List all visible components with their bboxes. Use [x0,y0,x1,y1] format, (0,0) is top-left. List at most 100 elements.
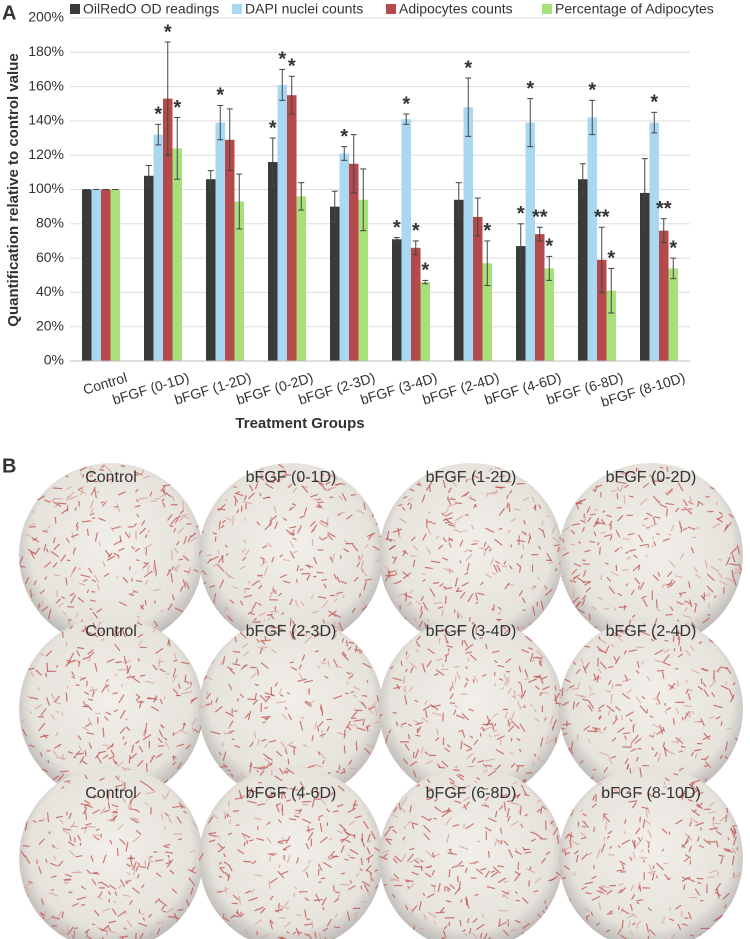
stain-speck [632,851,636,859]
stain-speck [104,465,113,473]
stain-speck [187,536,197,543]
stain-speck [67,751,74,755]
stain-speck [430,884,436,888]
stain-speck [307,933,312,939]
stain-speck [485,492,489,497]
stain-speck [21,719,26,722]
stain-speck [545,588,553,596]
stain-speck [452,474,457,479]
stain-speck [599,751,609,756]
error-bar [422,279,429,285]
stain-speck [270,877,278,884]
stain-speck [403,758,409,765]
stain-speck [110,749,115,757]
stain-speck [160,485,166,492]
stain-speck [20,850,26,857]
stain-speck [365,864,372,872]
stain-speck [346,671,351,675]
stain-speck [699,933,703,939]
stain-speck [473,739,479,745]
stain-speck [617,889,623,894]
stain-speck [167,514,173,521]
stain-speck [279,554,283,558]
stain-speck [530,704,534,708]
stain-speck [88,568,93,573]
stain-speck [636,756,639,762]
stain-speck [464,867,468,873]
stain-speck [341,493,347,502]
stain-speck [366,680,369,684]
stain-speck [65,537,70,543]
stain-speck [173,755,177,760]
stain-speck [360,560,364,568]
stain-speck [523,519,526,525]
stain-speck [614,656,621,665]
stain-speck [225,553,229,556]
stain-speck [671,740,681,743]
error-bar [484,240,491,287]
stain-speck [294,812,302,815]
stain-speck [491,572,496,575]
stain-speck [358,554,364,564]
stain-speck [317,751,321,756]
bar [420,282,430,361]
stain-speck [490,870,495,873]
stain-speck [216,890,224,893]
stain-speck [681,923,688,926]
stain-speck [256,837,265,841]
stain-speck [111,743,114,748]
stain-speck [392,809,397,814]
stain-speck [561,578,564,585]
stain-speck [51,916,60,920]
significance-mark: * [173,97,181,119]
stain-speck [464,933,468,936]
stain-speck [628,649,638,653]
stain-speck [639,498,648,505]
stain-speck [522,609,526,612]
stain-speck [53,574,61,577]
stain-speck [210,660,215,665]
stain-speck [471,543,478,545]
stain-speck [222,925,231,927]
stain-speck [333,926,340,929]
stain-speck [250,612,255,616]
stain-speck [594,521,605,525]
stain-speck [258,584,263,590]
stain-speck [711,692,715,697]
stain-speck [442,930,447,938]
stain-speck [589,540,596,543]
stain-speck [509,717,515,725]
stain-speck [521,597,526,603]
stain-speck [666,466,669,473]
stain-speck [409,589,414,594]
stain-speck [680,745,686,748]
stain-speck [300,716,305,719]
stain-speck [430,480,434,483]
stain-speck [120,683,124,688]
stain-speck [308,859,311,864]
bar [339,153,349,361]
stain-speck [289,630,294,641]
stain-speck [353,719,363,722]
stain-speck [399,725,403,728]
stain-speck [537,756,541,762]
stain-speck [101,881,110,888]
stain-speck [289,787,299,791]
stain-speck [22,845,30,847]
stain-speck [392,677,402,681]
stain-speck [623,628,630,632]
stain-speck [289,661,294,664]
stain-speck [518,666,522,673]
error-bar [341,146,348,161]
stain-speck [120,465,126,468]
stain-speck [718,558,723,561]
stain-speck [94,574,100,583]
stain-speck [464,682,468,688]
stain-speck [274,521,278,530]
stain-speck [622,678,632,683]
stain-speck [266,821,271,825]
stain-speck [651,747,654,751]
stain-speck [703,732,711,740]
stain-speck [713,595,717,599]
stain-speck [647,870,657,874]
